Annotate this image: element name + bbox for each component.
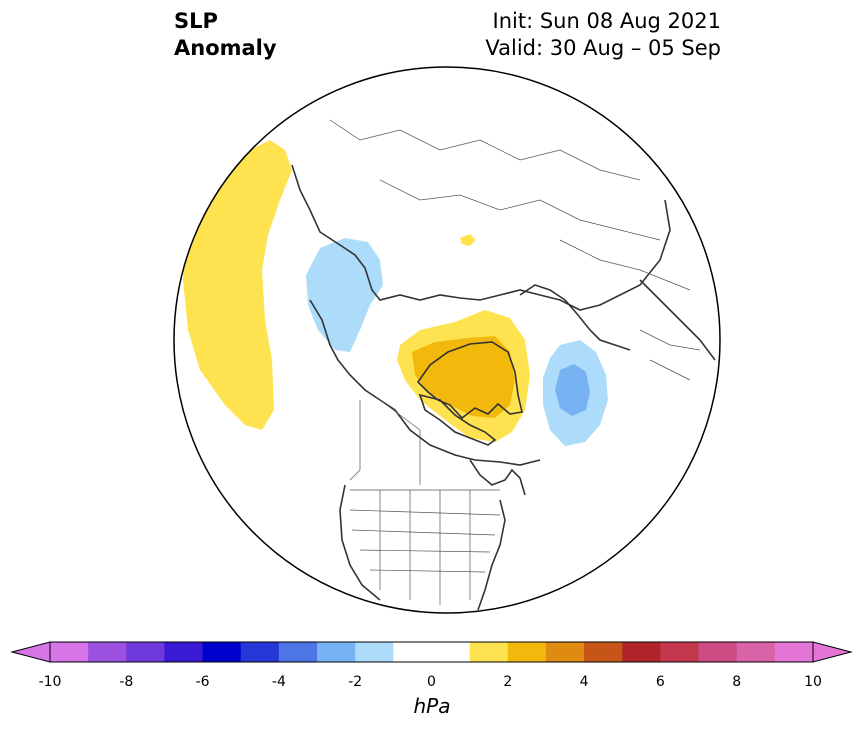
colorbar [10, 641, 853, 663]
colorbar-tick-label: 10 [804, 674, 822, 690]
colorbar-cell [545, 642, 585, 662]
colorbar-cell [355, 642, 394, 662]
colorbar-cell [469, 642, 509, 662]
map-title: SLP Anomaly [174, 8, 277, 62]
valid-date: Valid: 30 Aug – 05 Sep [485, 36, 721, 60]
colorbar-tick-label: 6 [655, 674, 665, 690]
colorbar-cell [736, 642, 776, 662]
colorbar-cell [507, 642, 547, 662]
anomaly-north-atlantic-negative-core [555, 364, 590, 416]
colorbar-tick-label: -2 [348, 674, 363, 690]
colorbar-tick-label: 4 [579, 674, 589, 690]
colorbar-cell [622, 642, 661, 662]
coastlines [291, 164, 716, 611]
colorbar-cell [164, 642, 204, 662]
anomaly-small-positive [460, 234, 476, 246]
colorbar-max-extend [812, 641, 853, 663]
colorbar-tick-label: 2 [503, 674, 513, 690]
colorbar-cell [50, 642, 89, 662]
globe-outline [173, 66, 721, 614]
colorbar-cell [774, 642, 814, 662]
colorbar-cell [126, 642, 165, 662]
colorbar-cell [278, 642, 318, 662]
colorbar-cell [240, 642, 280, 662]
anomaly-greenland-positive-core [412, 336, 515, 418]
country-borders [329, 119, 701, 605]
colorbar-frame [49, 641, 814, 663]
polar-map [173, 66, 721, 614]
colorbar-cell [88, 642, 127, 662]
init-date: Init: Sun 08 Aug 2021 [492, 9, 721, 33]
colorbar-unit: hPa [413, 694, 451, 718]
colorbar-tick-label: 0 [427, 674, 436, 690]
colorbar-tick-label: -8 [119, 674, 134, 690]
colorbar-cell [393, 642, 432, 662]
colorbar-min-extend [10, 641, 51, 663]
colorbar-cell [317, 642, 356, 662]
colorbar-tick-label: -4 [271, 674, 286, 690]
colorbar-tick-label: -6 [195, 674, 210, 690]
colorbar-cell [698, 642, 738, 662]
forecast-dates: Init: Sun 08 Aug 2021 Valid: 30 Aug – 05… [485, 8, 721, 62]
colorbar-cell [431, 642, 471, 662]
colorbar-cell [584, 642, 623, 662]
title-line-2: Anomaly [174, 36, 277, 60]
title-line-1: SLP [174, 9, 218, 33]
anomaly-west-pacific-positive [183, 140, 292, 430]
colorbar-cell [202, 642, 242, 662]
colorbar-tick-label: 8 [732, 674, 742, 690]
colorbar-cell [660, 642, 700, 662]
colorbar-tick-label: -10 [38, 674, 62, 690]
